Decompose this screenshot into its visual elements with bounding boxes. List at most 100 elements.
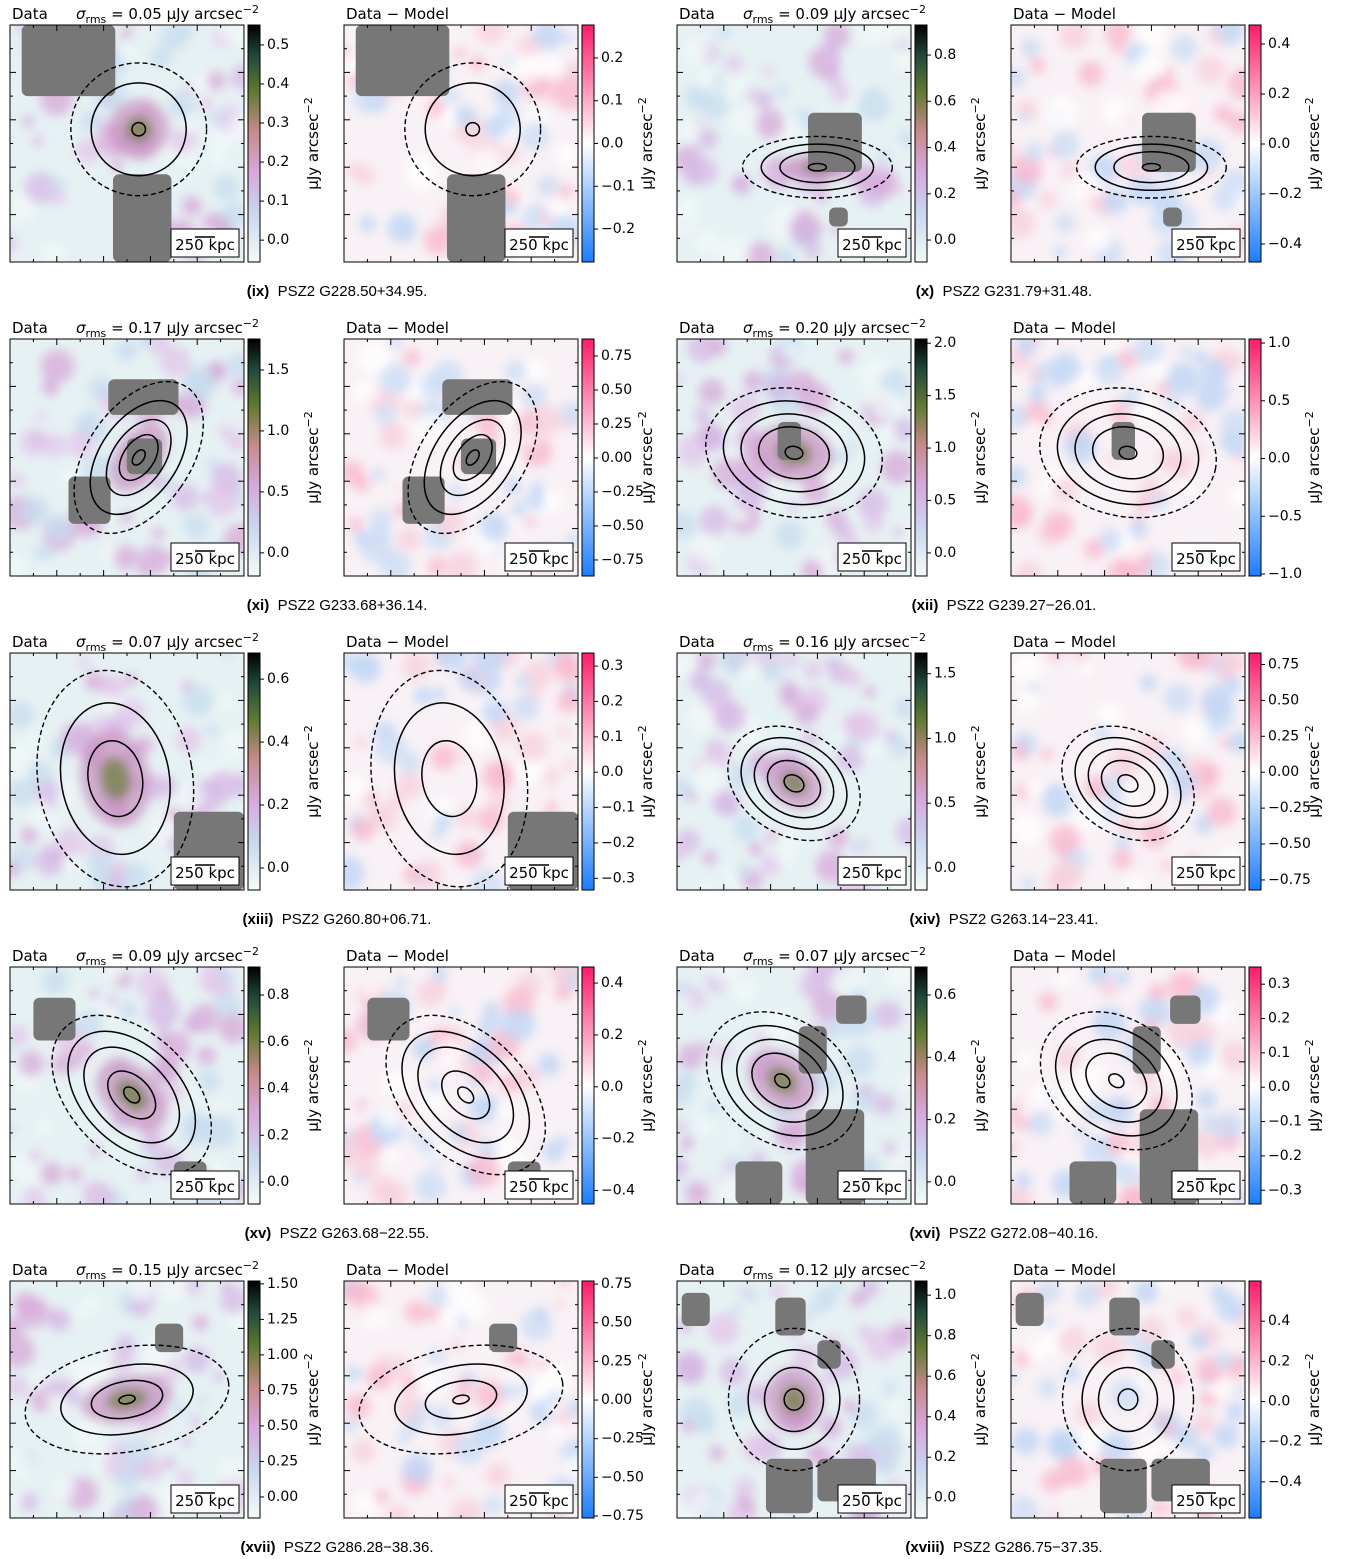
- caption: (xiii) PSZ2 G260.80+06.71.: [243, 911, 432, 928]
- noise-blob: [883, 1141, 898, 1157]
- noise-blob: [182, 513, 210, 541]
- noise-blob: [1020, 876, 1036, 890]
- colorbar-label-exp: −2: [1303, 725, 1316, 741]
- noise-blob: [450, 1339, 463, 1352]
- colorbar-tick-label: 0.3: [1268, 976, 1290, 992]
- noise-blob: [1051, 858, 1083, 889]
- noise-blob: [893, 526, 905, 538]
- panel-title: Data: [679, 1261, 715, 1279]
- contour: [131, 121, 147, 137]
- noise-blob: [1160, 748, 1185, 773]
- sigma-label: σrms = 0.12 μJy arcsec−2: [743, 1259, 926, 1282]
- noise-blob: [431, 967, 448, 982]
- caption-name: PSZ2 G263.14−23.41.: [949, 911, 1099, 928]
- noise-blob: [483, 1495, 503, 1515]
- noise-blob: [218, 1013, 244, 1044]
- colorbar-tick-label: 1.50: [267, 1276, 298, 1292]
- noise-blob: [208, 148, 227, 167]
- sigma-sub: rms: [86, 1269, 107, 1282]
- noise-blob: [1011, 813, 1042, 846]
- noise-blob: [1193, 1412, 1216, 1435]
- noise-blob: [831, 1281, 845, 1294]
- noise-blob: [181, 1436, 192, 1447]
- noise-blob: [33, 544, 54, 564]
- noise-blob: [48, 187, 66, 205]
- noise-blob: [10, 778, 37, 807]
- noise-blob: [345, 1393, 371, 1419]
- noise-blob: [764, 373, 794, 402]
- colorbar-label: μJy arcsec−2: [1303, 1353, 1323, 1445]
- noise-blob: [231, 378, 244, 396]
- noise-blob: [474, 1379, 505, 1410]
- noise-blob: [544, 491, 564, 511]
- colorbar-tick-label: −0.5: [1268, 508, 1302, 524]
- contour: [456, 1086, 475, 1104]
- contour: [751, 1052, 814, 1110]
- noise-blob: [396, 1394, 424, 1421]
- noise-blob: [138, 339, 158, 350]
- colorbar-tick-label: 0.00: [601, 1392, 632, 1408]
- noise-blob: [563, 759, 576, 772]
- colorbar-tick-label: 0.4: [1268, 36, 1290, 52]
- noise-blob: [106, 967, 124, 981]
- noise-blob: [378, 363, 412, 396]
- noise-blob: [898, 1421, 911, 1443]
- colorbar-tick-label: 0.25: [601, 416, 632, 432]
- colorbar: [1248, 1280, 1262, 1519]
- noise-blob: [47, 1308, 71, 1333]
- noise-blob: [1192, 445, 1206, 458]
- noise-blob: [677, 372, 685, 385]
- mask: [1015, 1292, 1044, 1327]
- image: [1011, 1281, 1245, 1518]
- noise-blob: [1148, 982, 1167, 1001]
- noise-blob: [849, 1401, 879, 1430]
- colorbar-tick-label: 1.0: [934, 440, 956, 456]
- noise-blob: [1196, 56, 1225, 84]
- colorbar-label-exp: −2: [636, 97, 649, 113]
- noise-blob: [183, 366, 217, 400]
- noise-blob: [10, 861, 20, 878]
- scale-bar-label: 250 kpc: [509, 236, 569, 254]
- sigma-text: = 0.05 μJy arcsec: [106, 5, 242, 23]
- caption: (xiv) PSZ2 G263.14−23.41.: [910, 911, 1099, 928]
- colorbar-tick-label: −0.25: [601, 484, 644, 500]
- contour: [105, 418, 172, 497]
- colorbar-tick-label: 0.0: [601, 1079, 623, 1095]
- noise-blob: [717, 25, 732, 40]
- noise-blob: [692, 762, 725, 796]
- scale-bar-box: [837, 856, 907, 886]
- noise-blob: [685, 1180, 710, 1204]
- colorbar-tick-label: −0.2: [1268, 1434, 1302, 1450]
- mask: [1111, 421, 1136, 460]
- colorbar-tick-label: 0.0: [267, 545, 289, 561]
- contour: [441, 1070, 491, 1120]
- noise-blob: [1047, 1509, 1060, 1518]
- noise-blob: [352, 1492, 377, 1517]
- contour-dashed: [727, 1327, 861, 1472]
- noise-blob: [838, 349, 854, 365]
- noise-blob: [888, 1322, 911, 1349]
- noise-blob: [819, 1415, 843, 1438]
- panel-title: Data: [679, 633, 715, 651]
- contour: [1070, 1038, 1163, 1123]
- noise-blob: [172, 1400, 187, 1415]
- colorbar-tick-label: −0.25: [1268, 800, 1311, 816]
- noise-blob: [434, 1036, 464, 1067]
- noise-blob: [704, 740, 732, 769]
- noise-blob: [824, 42, 839, 57]
- colorbar-label-exp: −2: [636, 1353, 649, 1369]
- caption-label: (xi): [247, 597, 270, 614]
- noise-blob: [31, 434, 44, 446]
- colorbar-tick-label: 0.2: [601, 1027, 623, 1043]
- noise-blob: [1092, 1006, 1127, 1041]
- noise-blob: [545, 1404, 557, 1415]
- contour: [747, 1348, 841, 1451]
- noise-blob: [49, 177, 66, 193]
- noise-blob: [1183, 717, 1211, 745]
- contour: [740, 736, 848, 830]
- noise-blob: [1227, 27, 1241, 41]
- noise-blob: [1096, 1281, 1118, 1299]
- noise-blob: [445, 1281, 474, 1307]
- noise-blob: [423, 225, 453, 255]
- noise-blob: [463, 721, 493, 751]
